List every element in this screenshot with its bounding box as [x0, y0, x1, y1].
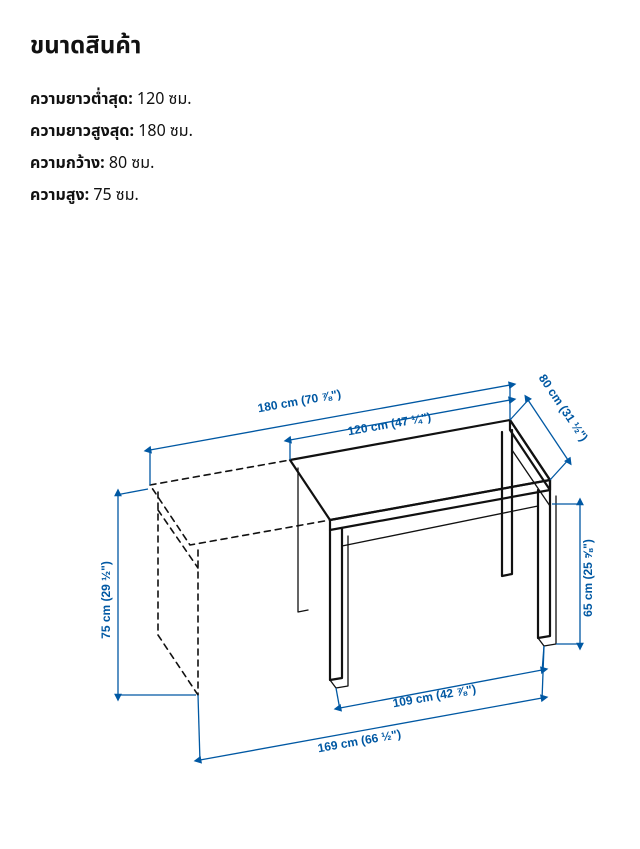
spec-label: ความยาวสูงสุด:: [30, 120, 134, 144]
spec-value: 80 ซม.: [105, 152, 155, 176]
table-extension: [150, 460, 330, 695]
spec-list: ความยาวต่ำสุด: 120 ซม. ความยาวสูงสุด: 18…: [30, 84, 610, 212]
spec-row: ความยาวสูงสุด: 180 ซม.: [30, 116, 610, 148]
spec-label: ความกว้าง:: [30, 152, 105, 176]
dim-length-max: 180 cm (70 ⅞"): [257, 387, 343, 415]
dim-height-right: 65 cm (25 ⅝"): [581, 539, 595, 617]
dim-height-left: 75 cm (29 ½"): [99, 561, 113, 639]
spec-label: ความสูง:: [30, 184, 89, 208]
spec-label: ความยาวต่ำสุด:: [30, 88, 133, 112]
spec-value: 180 ซม.: [134, 120, 193, 144]
dim-length-min: 120 cm (47 ¼"): [347, 410, 433, 438]
dim-width: 80 cm (31 ½"): [536, 372, 591, 444]
dim-base-min: 109 cm (42 ⅞"): [392, 682, 478, 710]
dimension-diagram: 180 cm (70 ⅞") 120 cm (47 ¼") 80 cm (31 …: [0, 300, 640, 800]
spec-row: ความกว้าง: 80 ซม.: [30, 148, 610, 180]
spec-row: ความยาวต่ำสุด: 120 ซม.: [30, 84, 610, 116]
spec-value: 75 ซม.: [89, 184, 139, 208]
spec-value: 120 ซม.: [133, 88, 192, 112]
table-main: [290, 420, 556, 688]
section-title: ขนาดสินค้า: [30, 28, 610, 64]
dimension-svg: 180 cm (70 ⅞") 120 cm (47 ¼") 80 cm (31 …: [40, 300, 600, 800]
spec-row: ความสูง: 75 ซม.: [30, 180, 610, 212]
